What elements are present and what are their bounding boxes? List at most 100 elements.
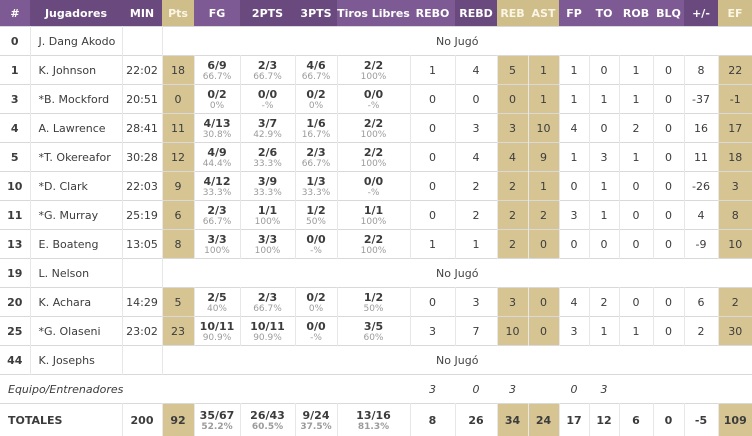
blq-cell: 0 [653,316,685,346]
ft-cell: 2/2 100% [337,229,411,259]
rebd-cell: 4 [455,55,498,85]
blq-cell: 0 [653,229,685,259]
shot-percentage: -% [261,100,274,111]
reb-cell: 3 [497,287,529,317]
made-attempted: 1/6 [306,116,326,130]
shot-percentage: 60% [363,332,384,343]
fp-cell: 4 [559,287,590,317]
points-cell: 5 [162,287,195,317]
fg-cell: 4/12 33.3% [194,171,241,201]
p2-cell: 2/3 66.7% [240,55,296,85]
p2-cell: 3/7 42.9% [240,113,296,143]
col-header-p2: 2PTS [240,0,295,27]
fp-cell: 3 [559,316,590,346]
p2-cell: 2/6 33.3% [240,142,296,172]
shot-percentage: 60.5% [251,421,284,432]
minutes-cell [122,258,163,288]
rebo-cell: 0 [410,113,456,143]
minutes-cell: 23:02 [122,316,163,346]
p2-cell: 0/0 -% [240,84,296,114]
pm-cell [684,374,718,404]
blq-cell: 0 [653,287,685,317]
fg-cell: 4/9 44.4% [194,142,241,172]
made-attempted: 6/9 [207,58,227,72]
made-attempted: 1/2 [363,290,384,304]
made-attempted: 2/3 [257,290,278,304]
player-name: K. Johnson [30,55,123,85]
player-row: 25 *G. Olaseni 23:02 23 10/11 90.9% 10/11 90.9%… [0,316,752,346]
made-attempted: 0/2 [306,87,326,101]
made-attempted: 4/12 [203,174,231,188]
shot-percentage: 100% [254,216,281,227]
minutes-cell: 20:51 [122,84,163,114]
made-attempted: 2/2 [363,116,384,130]
made-attempted: 2/5 [207,290,227,304]
player-name: L. Nelson [30,258,123,288]
p3-cell: 9/24 37.5% [295,403,338,436]
made-attempted: 2/6 [257,145,278,159]
blq-cell: 0 [653,200,685,230]
ft-cell: 2/2 100% [337,113,411,143]
blq-cell: 0 [653,403,685,436]
shot-percentage: 42.9% [253,129,282,140]
shot-percentage: 16.7% [301,129,331,140]
minutes-cell: 22:03 [122,171,163,201]
blq-cell: 0 [653,84,685,114]
shot-percentage: 66.7% [301,158,331,169]
made-attempted: 0/2 [207,87,227,101]
did-not-play-cell: No Jugó [162,345,752,375]
team-coaches-label: Equipo/Entrenadores [0,374,162,404]
shot-percentage: -% [367,187,380,198]
player-row: 1 K. Johnson 22:02 18 6/9 66.7% 2/3 66.7% 4/6 66.… [0,55,752,85]
rob-cell: 0 [619,287,654,317]
made-attempted: 1/1 [363,203,384,217]
shot-percentage: 100% [360,216,387,227]
rebd-cell: 0 [455,84,498,114]
made-attempted: 2/3 [257,58,278,72]
player-row: 5 *T. Okereafor 30:28 12 4/9 44.4% 2/6 33.3% 2/3… [0,142,752,172]
rebd-cell: 7 [455,316,498,346]
ft-cell: 13/16 81.3% [337,403,411,436]
shot-percentage: 0% [209,100,225,111]
rob-cell: 0 [619,200,654,230]
rebo-cell: 0 [410,84,456,114]
fp-cell: 0 [559,374,589,404]
totals-label: TOTALES [0,403,123,436]
fg-cell: 2/5 40% [194,287,241,317]
player-row: 19 L. Nelson No Jugó [0,258,752,288]
player-row: 10 *D. Clark 22:03 9 4/12 33.3% 3/9 33.3% 1/3 33.… [0,171,752,201]
to-cell: 0 [589,113,620,143]
points-cell: 8 [162,229,195,259]
rob-cell [619,374,653,404]
shot-percentage: 40% [206,303,227,314]
col-header-ef: EF [718,0,752,27]
player-number: 5 [0,142,31,172]
shot-percentage: -% [310,245,322,256]
ast-cell [528,374,559,404]
rebd-cell: 0 [455,374,497,404]
pm-cell: 16 [684,113,719,143]
ast-cell: 1 [528,171,560,201]
reb-cell: 0 [497,84,529,114]
shot-percentage: 66.7% [253,303,282,314]
to-cell: 3 [589,374,619,404]
rebo-cell: 0 [410,200,456,230]
player-number: 0 [0,26,31,56]
p3-cell: 1/2 50% [295,200,338,230]
ef-cell: 2 [718,287,752,317]
to-cell: 1 [589,316,620,346]
ft-cell [337,374,410,404]
blq-cell: 0 [653,113,685,143]
to-cell: 1 [589,84,620,114]
reb-cell: 34 [497,403,529,436]
shot-percentage: 66.7% [202,71,232,82]
made-attempted: 35/67 [199,408,235,422]
ft-cell: 1/1 100% [337,200,411,230]
player-row: 11 *G. Murray 25:19 6 2/3 66.7% 1/1 100% 1/2 50% 1… [0,200,752,230]
p3-cell: 0/2 0% [295,84,338,114]
player-row: 0 J. Dang Akodo No Jugó [0,26,752,56]
rebo-cell: 3 [410,374,455,404]
shot-percentage: 33.3% [253,187,282,198]
col-header-ft: Tiros Libres [337,0,410,27]
